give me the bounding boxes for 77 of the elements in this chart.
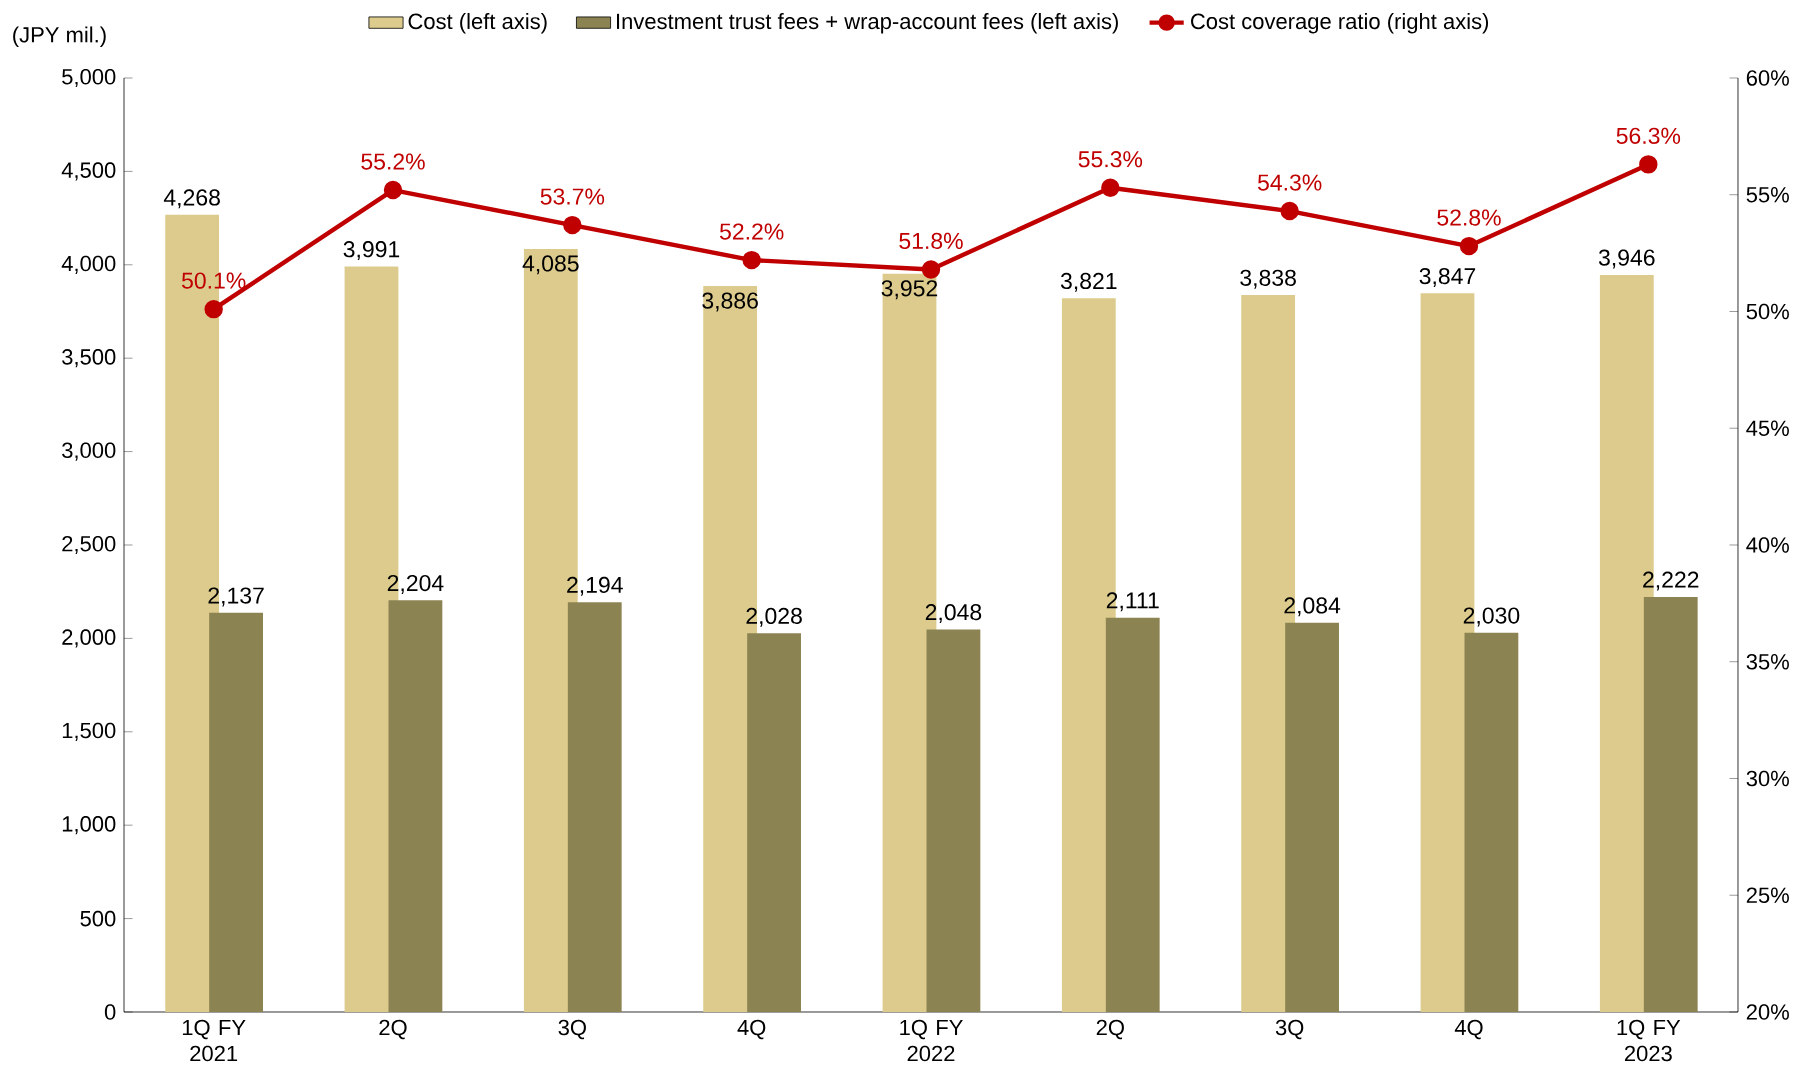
data-label: 55.2% <box>361 153 425 170</box>
x-tick-label: 3Q <box>558 1019 586 1040</box>
data-label: 56.3% <box>1616 127 1681 144</box>
data-label: 2,222 <box>1643 571 1699 591</box>
legend-label: Cost coverage ratio (right axis) <box>1191 13 1489 34</box>
y2-tick-label: 35% <box>1746 653 1789 670</box>
x-tick-label: 3Q <box>1275 1019 1304 1040</box>
bar <box>209 612 263 1012</box>
y2-tick-label: 50% <box>1746 303 1789 320</box>
data-label: 55.3% <box>1078 151 1143 168</box>
data-label: 2,030 <box>1463 607 1520 627</box>
bar <box>1464 632 1519 1012</box>
y-tick-label: 1,000 <box>62 816 116 835</box>
x-tick-label: 4Q <box>737 1019 766 1040</box>
data-label: 3,991 <box>343 241 400 261</box>
y2-tick-label: 55% <box>1746 187 1789 203</box>
y-tick-label: 4,000 <box>61 255 116 274</box>
point <box>921 260 941 279</box>
point <box>204 299 223 319</box>
data-label: 2,137 <box>208 587 264 607</box>
point <box>1101 178 1120 197</box>
data-label: 2,028 <box>746 607 802 627</box>
x-tick-label: 1Q FY 2022 <box>900 1019 963 1062</box>
point <box>742 250 761 270</box>
data-label: 3,838 <box>1240 269 1296 289</box>
x-tick-label: 2Q <box>379 1019 407 1040</box>
legend-label: Cost (left axis) <box>408 13 547 34</box>
data-label: 53.7% <box>540 188 605 205</box>
bar <box>1285 622 1339 1012</box>
legend-label: Investment trust fees + wrap-account fees (left axis) <box>617 13 1118 34</box>
y-axis-title: (JPY mil.) <box>13 26 106 47</box>
y2-tick-label: 60% <box>1746 70 1789 86</box>
y2-tick-label: 25% <box>1746 887 1789 904</box>
data-label: 2,084 <box>1284 597 1341 617</box>
y2-tick-label: 45% <box>1746 420 1789 436</box>
y2-tick-label: 30% <box>1746 770 1789 787</box>
data-label: 2,048 <box>925 604 982 624</box>
y-tick-label: 5,000 <box>62 68 116 88</box>
x-tick-label: 4Q <box>1454 1019 1483 1040</box>
x-tick-label: 1Q FY 2021 <box>182 1019 246 1062</box>
data-label: 3,847 <box>1419 267 1476 287</box>
data-label: 2,194 <box>567 576 623 596</box>
y2-tick-label: 20% <box>1746 1004 1789 1020</box>
point <box>383 180 403 200</box>
bar <box>1643 596 1698 1012</box>
bar <box>747 633 801 1012</box>
y-tick-label: 0 <box>104 1004 116 1020</box>
y-tick-label: 4,500 <box>61 162 116 181</box>
point <box>1639 155 1658 174</box>
y-tick-label: 500 <box>80 910 116 927</box>
y-tick-label: 1,500 <box>62 722 116 741</box>
data-label: 51.8% <box>899 232 963 250</box>
data-label: 3,821 <box>1060 272 1117 292</box>
data-label: 52.2% <box>719 223 784 240</box>
bar <box>388 600 443 1012</box>
bar <box>567 602 622 1012</box>
data-label: 4,268 <box>163 189 220 209</box>
y-tick-label: 3,500 <box>62 349 116 368</box>
data-label: 4,085 <box>522 255 579 275</box>
y-tick-label: 3,000 <box>62 442 116 461</box>
point <box>1280 201 1299 221</box>
x-tick-label: 2Q <box>1096 1019 1124 1040</box>
data-label: 3,886 <box>702 292 758 312</box>
y-tick-label: 2,000 <box>62 629 116 648</box>
y2-tick-label: 40% <box>1746 537 1789 553</box>
bar <box>1105 617 1160 1012</box>
data-label: 2,111 <box>1106 592 1159 612</box>
data-label: 52.8% <box>1437 209 1501 226</box>
data-label: 54.3% <box>1257 174 1322 191</box>
data-label: 3,952 <box>881 280 938 300</box>
bar <box>926 629 981 1012</box>
point <box>563 215 582 235</box>
data-label: 3,946 <box>1598 249 1655 269</box>
x-tick-label: 1Q FY 2023 <box>1617 1019 1681 1062</box>
data-label: 2,204 <box>387 574 444 594</box>
point <box>1459 236 1479 256</box>
y-tick-label: 2,500 <box>62 535 116 555</box>
